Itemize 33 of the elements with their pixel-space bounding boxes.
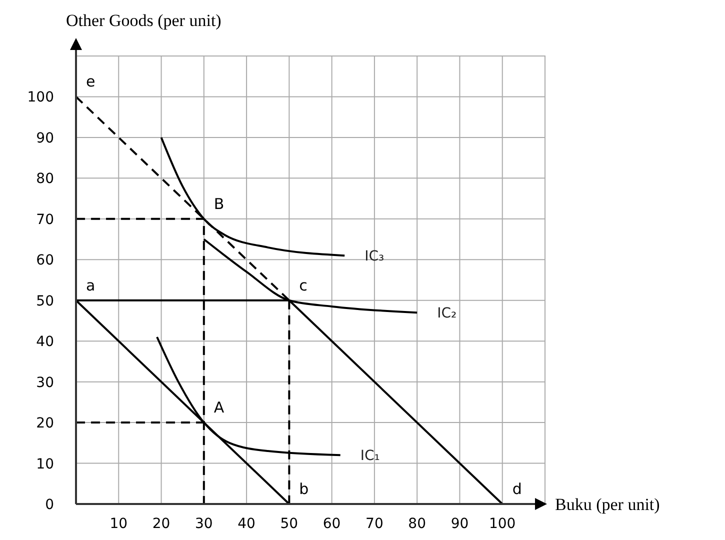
series-label: IC₂: [437, 306, 457, 322]
x-tick-label: 50: [280, 516, 298, 532]
series-label: IC₃: [364, 248, 384, 265]
x-tick-label: 10: [110, 516, 128, 532]
annotation: A: [214, 398, 225, 417]
y-tick-label: 40: [36, 334, 54, 350]
y-tick-label: 100: [27, 90, 54, 106]
y-tick-label: 20: [36, 416, 54, 432]
annotation: e: [86, 72, 96, 91]
x-tick-label: 30: [194, 516, 213, 532]
y-tick-label: 30: [36, 374, 54, 391]
x-tick-label: 70: [366, 516, 384, 532]
x-tick-label: 100: [488, 516, 516, 532]
annotation: a: [86, 276, 96, 294]
y-tick-label: 0: [45, 497, 54, 513]
annotation: d: [512, 480, 522, 498]
x-tick-label: 80: [408, 516, 426, 532]
x-tick-label: 60: [322, 516, 341, 532]
x-tick-label: 40: [238, 516, 256, 532]
annotation: B: [214, 194, 224, 213]
x-axis-title: Buku (per unit): [555, 495, 660, 514]
annotation: c: [299, 276, 308, 294]
y-tick-label: 10: [36, 456, 54, 472]
y-tick-label: 50: [36, 293, 54, 310]
y-tick-label: 60: [36, 252, 54, 269]
y-tick-label: 90: [36, 130, 54, 146]
y-tick-label: 80: [36, 171, 54, 188]
y-tick-label: 70: [36, 212, 54, 228]
annotation: b: [299, 480, 309, 498]
y-axis-title: Other Goods (per unit): [66, 11, 222, 30]
x-tick-label: 90: [450, 516, 469, 532]
x-tick-label: 20: [152, 516, 170, 532]
series-label: IC₁: [360, 448, 380, 464]
